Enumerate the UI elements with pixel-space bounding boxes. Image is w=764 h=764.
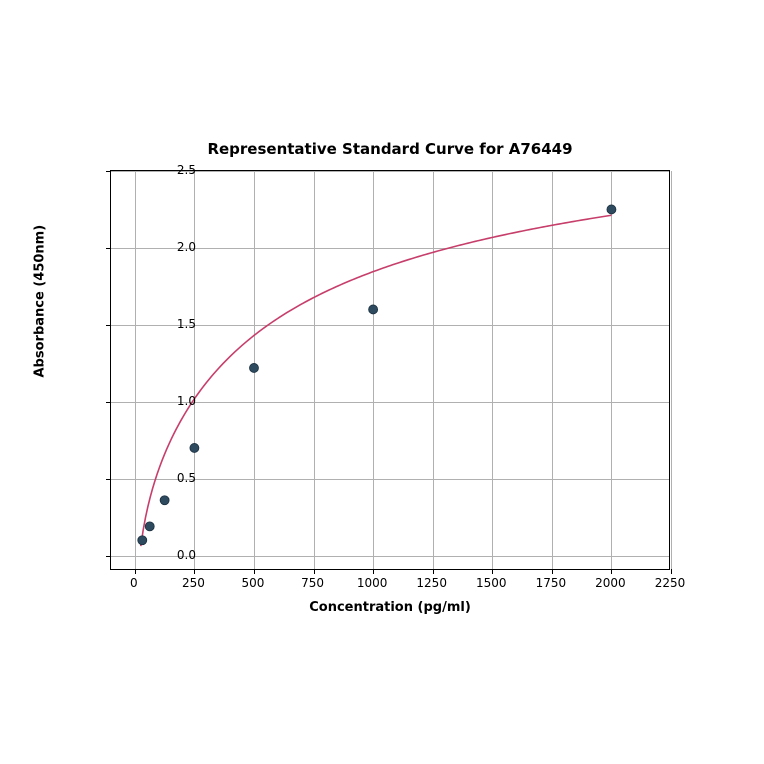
- data-point: [190, 443, 199, 452]
- y-tick-label: 2.5: [106, 163, 196, 177]
- x-tick-mark: [492, 569, 493, 574]
- x-axis-label: Concentration (pg/ml): [110, 600, 670, 615]
- x-tick-mark: [433, 569, 434, 574]
- data-point: [369, 305, 378, 314]
- y-tick-label: 0.5: [106, 471, 196, 485]
- x-tick-label: 500: [242, 576, 265, 590]
- y-tick-label: 2.0: [106, 240, 196, 254]
- x-tick-label: 0: [130, 576, 138, 590]
- x-tick-mark: [552, 569, 553, 574]
- data-point: [249, 363, 258, 372]
- x-tick-mark: [611, 569, 612, 574]
- data-point: [160, 496, 169, 505]
- fitted-curve: [141, 215, 612, 546]
- x-tick-label: 1000: [357, 576, 388, 590]
- chart-svg-overlay: [111, 171, 669, 569]
- data-point: [145, 522, 154, 531]
- x-tick-mark: [135, 569, 136, 574]
- x-tick-label: 1250: [416, 576, 447, 590]
- x-tick-mark: [194, 569, 195, 574]
- x-tick-label: 2000: [595, 576, 626, 590]
- y-tick-label: 0.0: [106, 548, 196, 562]
- x-tick-mark: [373, 569, 374, 574]
- x-tick-label: 750: [301, 576, 324, 590]
- grid-line-v: [671, 171, 672, 569]
- y-tick-label: 1.0: [106, 394, 196, 408]
- x-tick-label: 250: [182, 576, 205, 590]
- x-tick-mark: [254, 569, 255, 574]
- x-tick-mark: [671, 569, 672, 574]
- chart-title: Representative Standard Curve for A76449: [110, 140, 670, 158]
- x-tick-label: 1750: [536, 576, 567, 590]
- y-axis-label: Absorbance (450nm): [33, 225, 48, 378]
- y-tick-label: 1.5: [106, 317, 196, 331]
- data-point: [607, 205, 616, 214]
- chart-container: [110, 170, 670, 570]
- x-tick-mark: [314, 569, 315, 574]
- x-tick-label: 1500: [476, 576, 507, 590]
- data-point: [138, 536, 147, 545]
- x-tick-label: 2250: [655, 576, 686, 590]
- plot-area: [110, 170, 670, 570]
